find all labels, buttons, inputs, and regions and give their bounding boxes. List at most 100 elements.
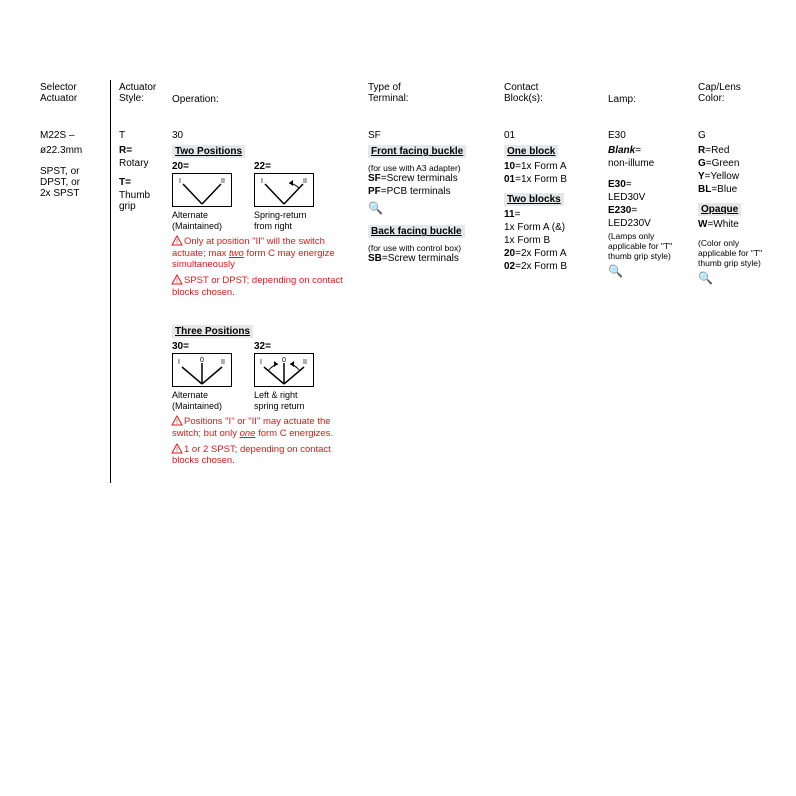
warning-icon: ! xyxy=(172,236,182,245)
option-code: PF xyxy=(368,186,381,197)
body-lamp: Blank= non-illume E30= LED30V E230= LED2… xyxy=(606,143,690,483)
magnifier-icon: 🔍 xyxy=(608,264,623,278)
svg-text:I: I xyxy=(179,178,181,185)
header-color: Cap/Lens Color: xyxy=(696,80,776,124)
option-label: =Green xyxy=(706,158,740,169)
option-code: Y xyxy=(698,171,705,182)
option-code: E230 xyxy=(608,205,631,216)
option-label: Thumb grip xyxy=(119,190,159,212)
option-code: SB xyxy=(368,253,382,264)
diag-20: 20= I II Alternate (Maintained) xyxy=(172,161,242,232)
diag-code: 32= xyxy=(254,341,324,352)
header-text: Actuator xyxy=(119,82,162,93)
diag-22: 22= I II Spring-return xyxy=(254,161,324,232)
option-label: = xyxy=(635,145,641,156)
option-code: Blank xyxy=(608,145,635,156)
svg-text:!: ! xyxy=(176,447,178,454)
body-operation: Two Positions 20= I II Alternate xyxy=(170,143,360,483)
section-title: Three Positions xyxy=(172,325,253,338)
diag-label: spring return xyxy=(254,401,324,411)
option-label: =1x Form A xyxy=(515,161,566,172)
spec-line: SPST, or xyxy=(40,166,102,177)
option-label: =Yellow xyxy=(705,171,739,182)
note-text: (for use with A3 adapter) xyxy=(368,163,494,173)
header-lamp: Lamp: xyxy=(606,80,690,124)
svg-text:!: ! xyxy=(176,239,178,246)
warning-icon: ! xyxy=(172,444,182,453)
warning-icon: ! xyxy=(172,416,182,425)
section-title: Back facing buckle xyxy=(368,225,465,238)
body-terminal: Front facing buckle (for use with A3 ada… xyxy=(366,143,496,483)
diag-label: Spring-return xyxy=(254,210,324,220)
header-text: Type of xyxy=(368,82,494,93)
option-code: SF xyxy=(368,173,381,184)
diag-label: Alternate xyxy=(172,210,242,220)
svg-text:II: II xyxy=(303,178,307,185)
option-label: LED30V xyxy=(608,192,688,203)
option-label: =Red xyxy=(705,145,729,156)
code-text: G xyxy=(698,130,706,141)
option-code: 01 xyxy=(504,174,515,185)
warning-text: !1 or 2 SPST; depending on contact block… xyxy=(172,444,358,468)
option-label: LED230V xyxy=(608,218,688,229)
diag-label: from right xyxy=(254,221,324,231)
section-title: Front facing buckle xyxy=(368,145,466,158)
option-code: G xyxy=(698,158,706,169)
header-text: Selector xyxy=(40,82,102,93)
svg-text:II: II xyxy=(303,359,307,366)
svg-text:!: ! xyxy=(176,278,178,285)
section-title: Two Positions xyxy=(172,145,245,158)
svg-text:0: 0 xyxy=(200,357,204,364)
diag-label: Left & right xyxy=(254,390,324,400)
body-color: R=Red G=Green Y=Yellow BL=Blue Opaque W=… xyxy=(696,143,776,483)
option-label: 1x Form A (&) xyxy=(504,222,598,233)
header-selector-actuator: Selector Actuator xyxy=(38,80,104,124)
code-model: M22S – xyxy=(38,128,104,143)
section-title: One block xyxy=(504,145,558,158)
svg-text:!: ! xyxy=(176,419,178,426)
two-pos-alternate-icon: I II xyxy=(172,173,232,207)
section-title: Opaque xyxy=(698,203,741,216)
header-text: Operation: xyxy=(172,94,358,105)
header-text: Color: xyxy=(698,93,774,104)
code-lamp: E30 xyxy=(606,128,690,143)
code-color: G xyxy=(696,128,776,143)
header-text: Block(s): xyxy=(504,93,598,104)
option-code: 02 xyxy=(504,261,515,272)
diag-label: (Maintained) xyxy=(172,221,242,231)
three-position-section: Three Positions 30= I 0 II xyxy=(172,325,358,467)
header-terminal: Type of Terminal: xyxy=(366,80,496,124)
option-label: = xyxy=(515,209,521,220)
body-actuator-style: R= Rotary T= Thumb grip xyxy=(110,143,164,483)
magnifier-icon: 🔍 xyxy=(368,201,383,215)
code-text: SF xyxy=(368,130,381,141)
option-code: R= xyxy=(119,145,132,156)
header-text: Lamp: xyxy=(608,94,688,105)
note-text: (Lamps only applicable for "T" thumb gri… xyxy=(608,231,688,262)
option-code: E30 xyxy=(608,179,626,190)
svg-text:I: I xyxy=(178,359,180,366)
option-label: =2x Form B xyxy=(515,261,567,272)
header-text: Style: xyxy=(119,93,162,104)
option-label: =2x Form A xyxy=(515,248,566,259)
diag-code: 22= xyxy=(254,161,324,172)
three-pos-alternate-icon: I 0 II xyxy=(172,353,232,387)
header-text: Actuator xyxy=(40,93,102,104)
diameter-text: ø22.3mm xyxy=(40,145,102,156)
option-code: 20 xyxy=(504,248,515,259)
code-blocks: 01 xyxy=(502,128,600,143)
option-code: BL xyxy=(698,184,711,195)
diag-30: 30= I 0 II Alternate xyxy=(172,341,242,412)
spec-line: 2x SPST xyxy=(40,188,102,199)
magnifier-icon: 🔍 xyxy=(698,271,713,285)
option-label: =Screw terminals xyxy=(382,253,459,264)
spec-line: DPST, or xyxy=(40,177,102,188)
spec-grid: Selector Actuator Actuator Style: Operat… xyxy=(38,80,758,483)
header-actuator-style: Actuator Style: xyxy=(110,80,164,124)
header-text: Cap/Lens xyxy=(698,82,774,93)
body-selector: ø22.3mm SPST, or DPST, or 2x SPST xyxy=(38,143,104,483)
header-operation: Operation: xyxy=(170,80,360,124)
diag-label: Alternate xyxy=(172,390,242,400)
code-operation: 30 xyxy=(170,128,360,143)
option-code: T= xyxy=(119,177,131,188)
